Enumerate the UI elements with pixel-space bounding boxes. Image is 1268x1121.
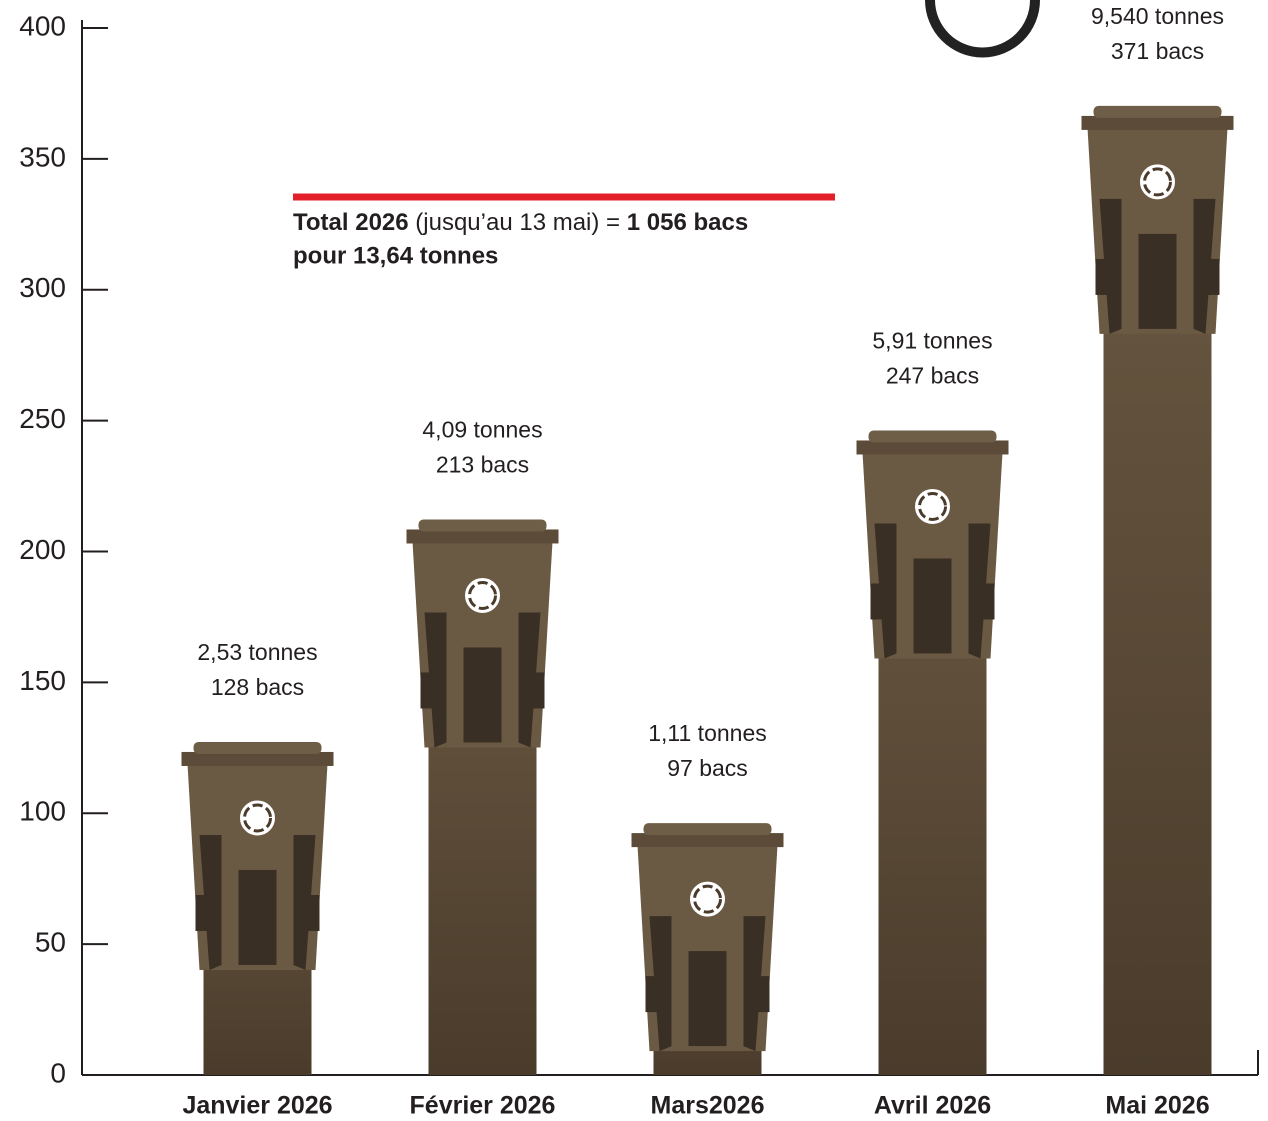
note-part: 1 056 bacs <box>627 209 748 236</box>
value-label: 247 bacs <box>886 363 979 389</box>
x-tick-label: Mai 2026 <box>1105 1092 1209 1120</box>
bin-slot <box>239 870 277 965</box>
annotation: 1,11 tonnes <box>648 720 767 746</box>
bin-handle <box>758 976 770 1012</box>
chart: Total 2026 (jusqu’au 13 mai) = 1 056 bac… <box>0 0 1268 1121</box>
y-tick-label: 300 <box>19 272 66 303</box>
bin-handle <box>871 583 883 619</box>
note-part: (jusqu’au 13 mai) = <box>415 209 620 236</box>
bin-lid-top <box>644 823 772 835</box>
bin-lid <box>182 752 334 766</box>
value-label: 97 bacs <box>667 755 748 781</box>
bin-lid <box>857 440 1009 454</box>
bin-lid <box>1082 116 1234 130</box>
bin-slot <box>914 558 952 653</box>
note-part: pour 13,64 tonnes <box>293 242 498 269</box>
y-tick-label: 0 <box>50 1057 66 1088</box>
annotation: 9,540 tonnes <box>1091 3 1224 29</box>
bin-lid-top <box>1094 106 1222 118</box>
bin-slot <box>1139 234 1177 329</box>
bin-lid <box>407 529 559 543</box>
y-tick-label: 100 <box>19 796 66 827</box>
value-label: 128 bacs <box>211 674 304 700</box>
x-tick-label: Mars2026 <box>651 1092 765 1120</box>
bin <box>1082 106 1234 1075</box>
y-tick-label: 200 <box>19 534 66 565</box>
annotation: 5,91 tonnes <box>872 328 992 354</box>
x-tick-label: Février 2026 <box>410 1092 556 1120</box>
bin-handle <box>308 895 320 931</box>
y-tick-label: 400 <box>19 10 66 41</box>
bin-lid-top <box>419 519 547 531</box>
bin-slot <box>464 647 502 742</box>
y-tick-label: 150 <box>19 665 66 696</box>
y-tick-label: 250 <box>19 403 66 434</box>
bin <box>182 742 334 1075</box>
bin-lid-top <box>194 742 322 754</box>
bin-handle <box>1096 259 1108 295</box>
annotation: 2,53 tonnes <box>197 639 317 665</box>
note-part: Total 2026 <box>293 209 409 236</box>
bin-handle <box>421 672 433 708</box>
decor-ring <box>925 0 1040 58</box>
bin-slot <box>689 951 727 1046</box>
bin-handle <box>533 672 545 708</box>
bin-handle <box>983 583 995 619</box>
bin <box>632 823 784 1075</box>
y-tick-label: 350 <box>19 141 66 172</box>
annotation: 4,09 tonnes <box>422 417 542 443</box>
bin <box>857 430 1009 1075</box>
bin-handle <box>646 976 658 1012</box>
value-label: 371 bacs <box>1111 38 1204 64</box>
bin-handle <box>1208 259 1220 295</box>
bin <box>407 519 559 1075</box>
value-label: 213 bacs <box>436 452 529 478</box>
y-tick-label: 50 <box>35 927 66 958</box>
x-tick-label: Avril 2026 <box>874 1092 991 1120</box>
total-note: Total 2026 (jusqu’au 13 mai) = 1 056 bac… <box>293 209 748 236</box>
x-tick-label: Janvier 2026 <box>182 1092 332 1120</box>
bin-handle <box>196 895 208 931</box>
bin-lid-top <box>869 430 997 442</box>
bin-lid <box>632 833 784 847</box>
